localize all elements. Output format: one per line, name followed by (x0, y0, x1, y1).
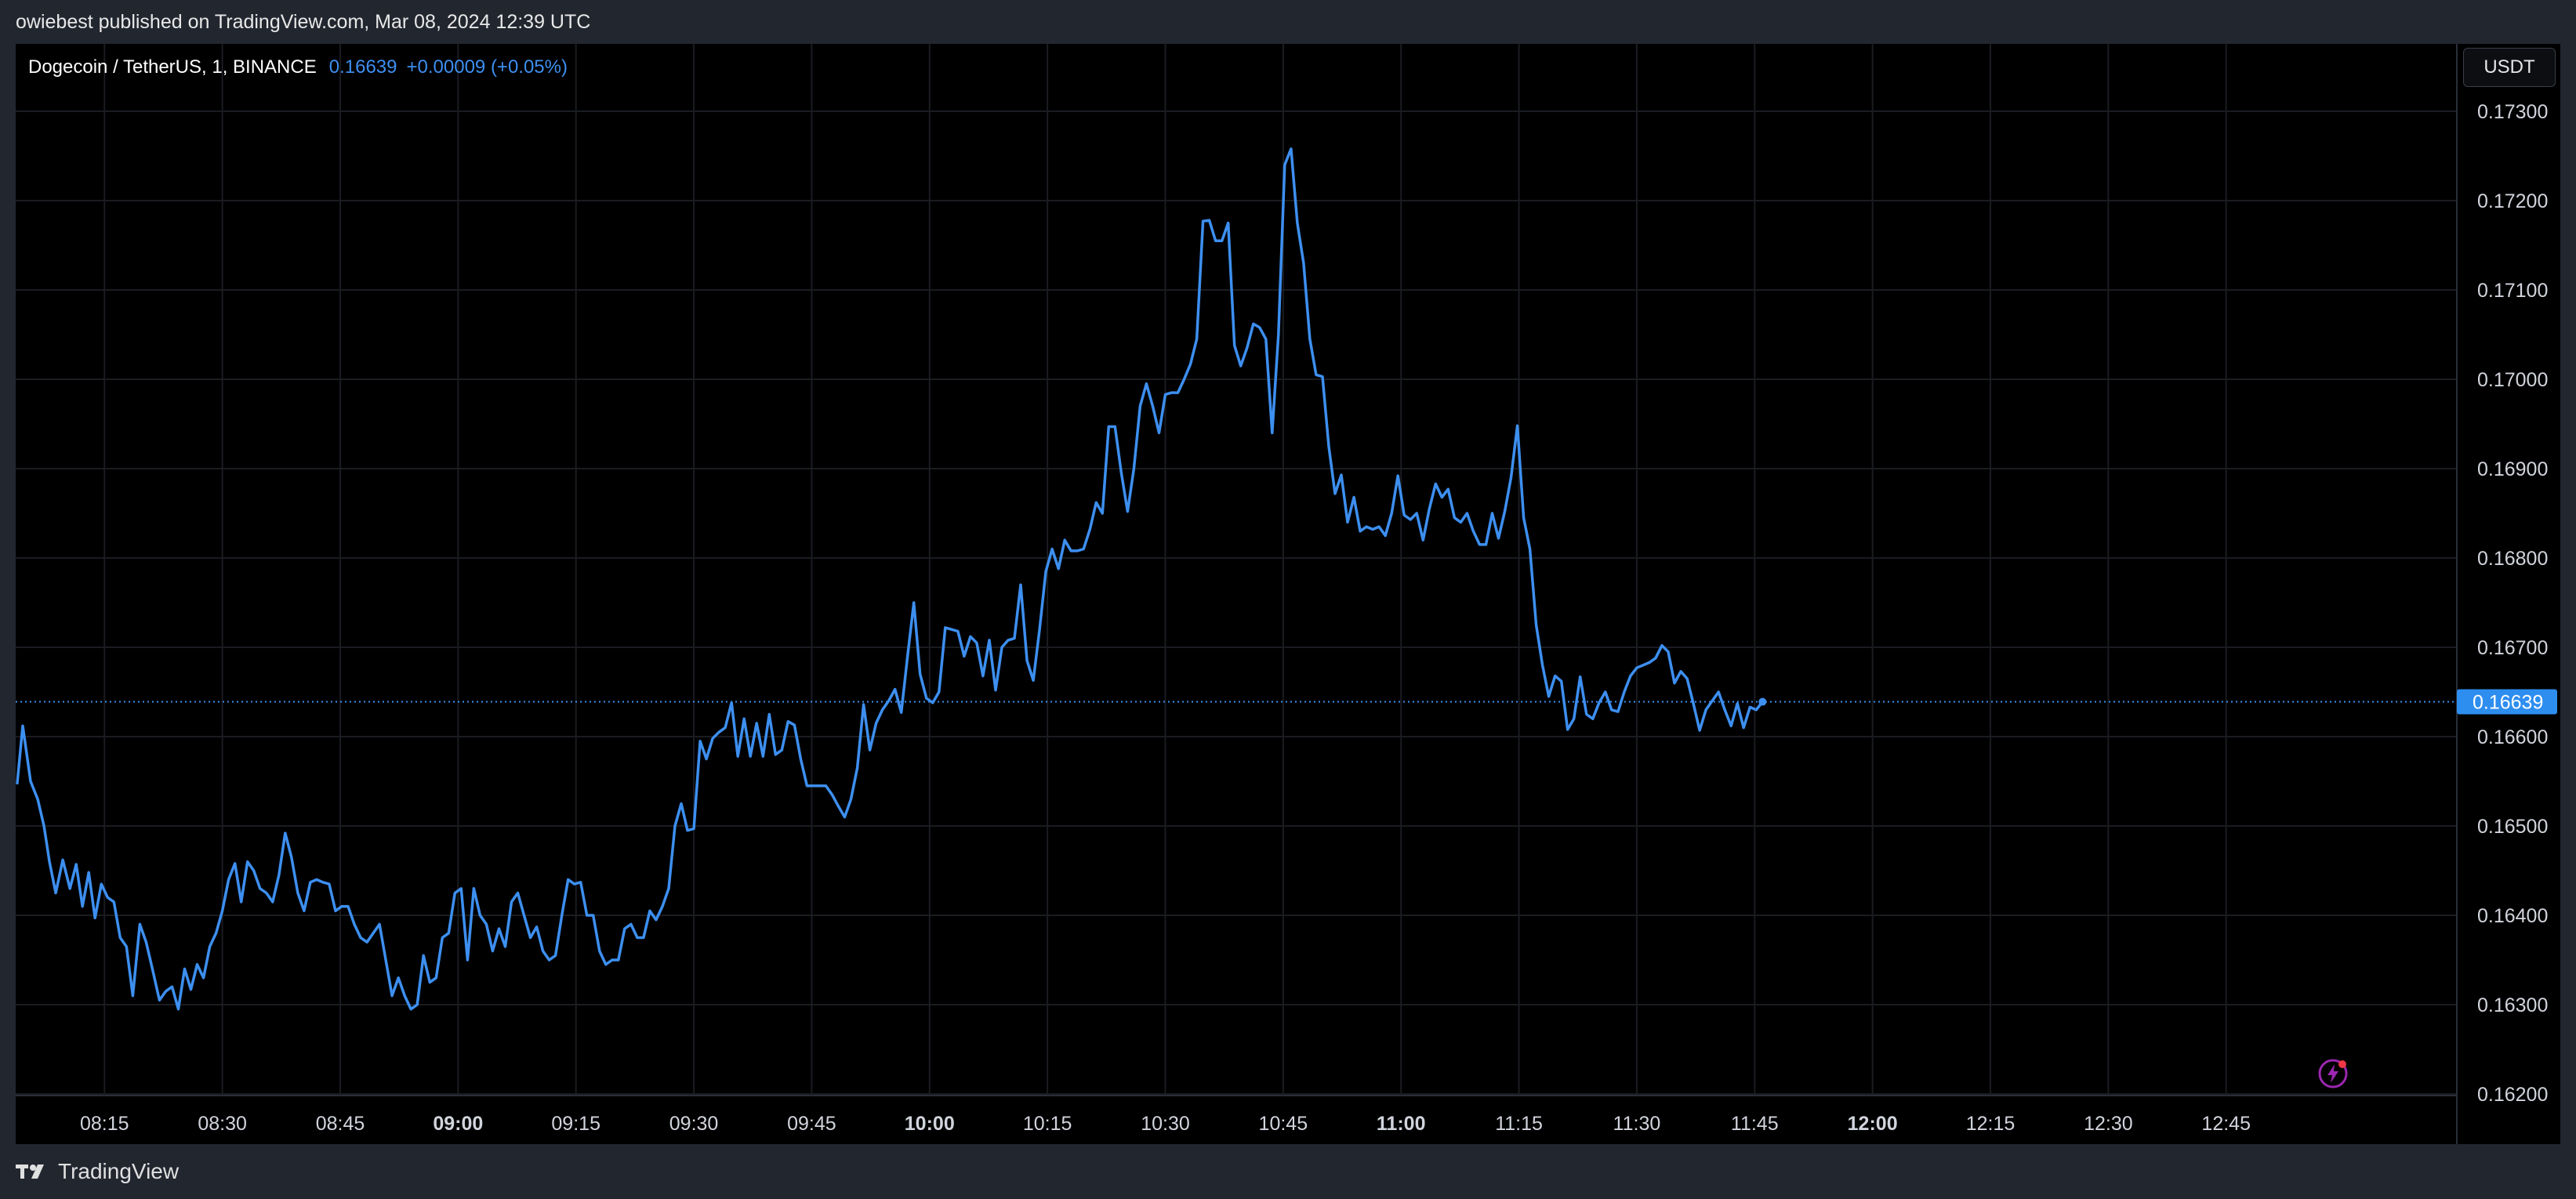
x-tick-label: 12:15 (1966, 1113, 2015, 1135)
symbol-label[interactable]: Dogecoin / TetherUS, 1, BINANCE (28, 56, 317, 78)
y-tick-label: 0.16800 (2477, 548, 2548, 570)
y-tick-label: 0.17200 (2477, 190, 2548, 212)
x-tick-label: 08:30 (198, 1113, 247, 1135)
x-tick-label: 10:00 (905, 1113, 955, 1135)
y-tick-label: 0.17000 (2477, 369, 2548, 391)
y-tick-label: 0.16300 (2477, 994, 2548, 1016)
price-chart[interactable]: 0.17300 0.17200 0.17100 0.17000 0.16900 0.168… (16, 44, 2560, 1144)
last-price-tag-label: 0.16639 (2473, 692, 2543, 714)
y-tick-label: 0.16600 (2477, 726, 2548, 748)
price-series-line (16, 147, 1765, 1011)
x-tick-label: 10:15 (1023, 1113, 1072, 1135)
brand-name: TradingView (58, 1159, 180, 1183)
tradingview-logo-icon (16, 1165, 44, 1179)
published-text: owiebest published on TradingView.com, M… (16, 10, 591, 33)
chart-area[interactable]: 0.17300 0.17200 0.17100 0.17000 0.16900 0.168… (16, 44, 2560, 1144)
x-tick-label: 08:15 (80, 1113, 129, 1135)
last-price-tag (2457, 689, 2557, 715)
x-tick-label: 11:45 (1731, 1113, 1779, 1135)
y-tick-label: 0.17300 (2477, 101, 2548, 123)
x-tick-label: 11:00 (1377, 1113, 1426, 1135)
last-price: 0.16639 (328, 56, 397, 78)
x-tick-label: 09:45 (787, 1113, 836, 1135)
x-tick-label: 10:30 (1141, 1113, 1190, 1135)
price-change: +0.00009 (+0.05%) (406, 56, 568, 78)
chart-legend[interactable]: Dogecoin / TetherUS, 1, BINANCE 0.16639 … (28, 56, 568, 78)
footer-bar: TradingView (0, 1144, 2576, 1199)
last-point-marker (1758, 697, 1767, 706)
x-tick-label: 09:15 (551, 1113, 600, 1135)
x-tick-label: 12:45 (2201, 1113, 2251, 1135)
y-tick-label: 0.17100 (2477, 280, 2548, 302)
x-tick-label: 09:00 (433, 1113, 483, 1135)
x-tick-label: 12:30 (2084, 1113, 2133, 1135)
x-tick-label: 08:45 (316, 1113, 365, 1135)
x-tick-label: 11:30 (1613, 1113, 1661, 1135)
brand[interactable]: TradingView (16, 1159, 179, 1184)
x-tick-label: 10:45 (1259, 1113, 1308, 1135)
y-tick-label: 0.16200 (2477, 1084, 2548, 1106)
y-tick-label: 0.16700 (2477, 637, 2548, 659)
x-tick-label: 11:15 (1495, 1113, 1543, 1135)
x-tick-label: 12:00 (1848, 1113, 1898, 1135)
y-tick-label: 0.16500 (2477, 816, 2548, 838)
y-tick-label: 0.16400 (2477, 905, 2548, 927)
y-tick-label: 0.16900 (2477, 458, 2548, 480)
x-tick-label: 09:30 (669, 1113, 719, 1135)
header-bar: owiebest published on TradingView.com, M… (0, 0, 2576, 44)
currency-button[interactable]: USDT (2463, 48, 2556, 87)
lightning-replay-icon[interactable] (2316, 1056, 2350, 1091)
